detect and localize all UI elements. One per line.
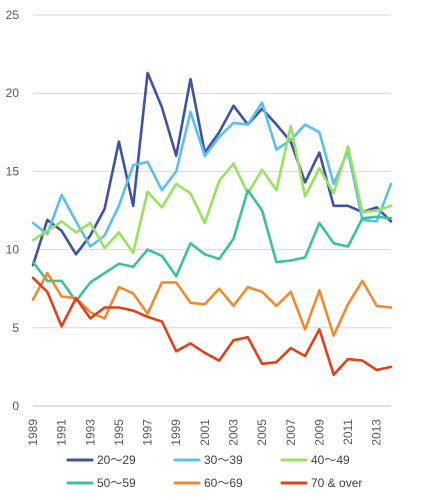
x-tick-label: 1989	[26, 419, 40, 446]
series-line-4	[31, 188, 393, 303]
x-tick-label: 1993	[83, 419, 97, 446]
series-line-5	[31, 271, 393, 337]
legend-label: 60〜69	[204, 476, 243, 490]
x-tick-label: 2011	[341, 419, 355, 445]
legend-label: 20〜29	[97, 453, 136, 467]
legend-label: 30〜39	[204, 453, 243, 467]
legend-label: 40〜49	[311, 453, 350, 467]
gridlines	[33, 14, 391, 407]
series-line-6	[31, 276, 393, 377]
x-tick-label: 1991	[55, 419, 69, 446]
series-line-1	[31, 71, 393, 267]
y-tick-label: 15	[6, 164, 20, 178]
x-tick-label: 2005	[255, 419, 269, 446]
y-tick-label: 20	[6, 86, 20, 100]
x-axis-tick-labels: 1989 1991 1993 1995 1997 1999 2001 2003 2005 2007…	[26, 419, 384, 446]
x-tick-label: 1995	[112, 419, 126, 446]
y-tick-label: 0	[12, 399, 19, 413]
x-tick-label: 2009	[312, 419, 326, 446]
series-line-2	[31, 101, 393, 248]
series-line-3	[31, 124, 393, 254]
y-tick-label: 10	[6, 243, 20, 257]
y-tick-label: 5	[12, 321, 19, 335]
legend: 20〜29 30〜39 40〜49 50〜59 60〜69 70 & over	[66, 453, 362, 490]
x-tick-label: 1999	[169, 419, 183, 446]
x-tick-label: 2013	[370, 419, 384, 446]
x-tick-label: 2003	[226, 419, 240, 446]
x-tick-label: 2007	[284, 419, 298, 446]
x-tick-label: 2001	[198, 419, 212, 446]
y-axis-tick-labels: 0 5 10 15 20 25	[6, 8, 20, 413]
legend-label: 70 & over	[311, 476, 362, 490]
y-tick-label: 25	[6, 8, 20, 22]
series-lines	[31, 71, 393, 377]
legend-label: 50〜59	[97, 476, 136, 490]
x-tick-label: 1997	[141, 419, 155, 446]
